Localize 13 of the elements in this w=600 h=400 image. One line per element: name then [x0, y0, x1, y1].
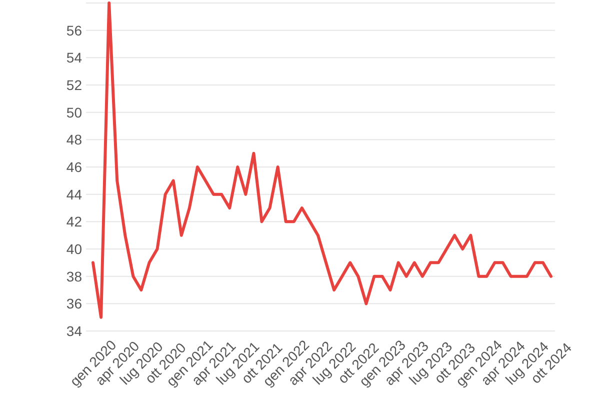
- y-tick-label: 34: [66, 323, 82, 339]
- y-tick-label: 40: [66, 241, 82, 257]
- y-tick-label: 42: [66, 214, 82, 230]
- line-series: [92, 2, 552, 319]
- y-tick-label: 56: [66, 22, 82, 38]
- y-tick-label: 52: [66, 77, 82, 93]
- y-tick-label: 36: [66, 296, 82, 312]
- y-tick-label: 54: [66, 50, 82, 66]
- y-tick-label: 44: [66, 186, 82, 202]
- y-tick-label: 48: [66, 132, 82, 148]
- y-tick-label: 46: [66, 159, 82, 175]
- y-tick-label: 38: [66, 268, 82, 284]
- y-tick-label: 50: [66, 104, 82, 120]
